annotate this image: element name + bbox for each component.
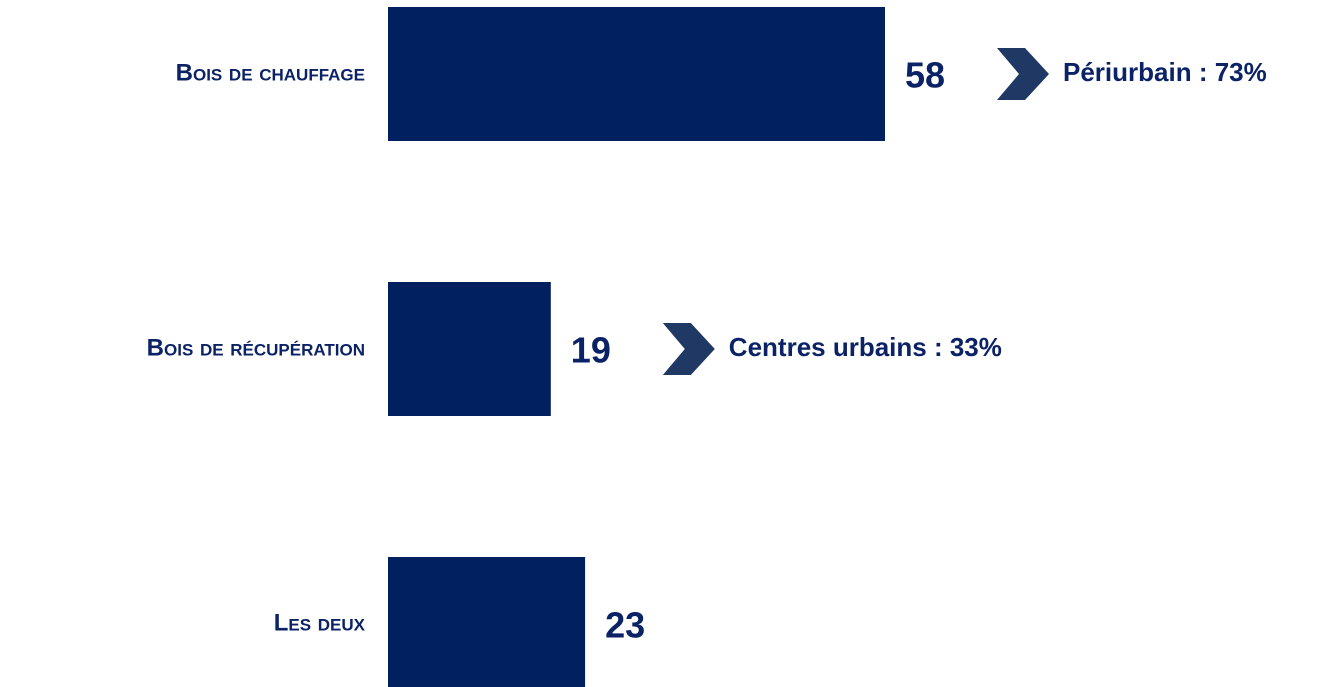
chevron — [662, 323, 715, 375]
bar — [388, 282, 551, 416]
value-label: 19 — [571, 330, 611, 371]
annotation: Périurbain : 73% — [1063, 57, 1267, 87]
bar — [388, 7, 885, 141]
category-label: Les deux — [274, 609, 366, 636]
bar — [388, 557, 586, 687]
category-label: Bois de récupération — [147, 334, 365, 361]
category-label: Bois de chauffage — [176, 59, 365, 86]
value-label: 23 — [605, 605, 645, 646]
annotation: Centres urbains : 33% — [729, 332, 1002, 362]
chevron — [997, 48, 1049, 100]
value-label: 58 — [905, 55, 945, 96]
